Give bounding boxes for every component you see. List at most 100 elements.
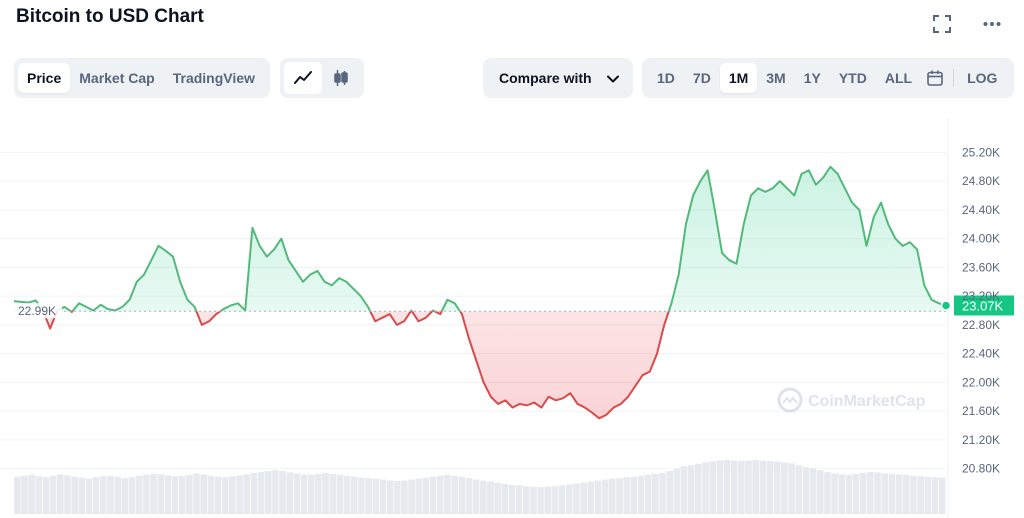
range-all[interactable]: ALL	[884, 70, 913, 86]
volume-bar	[881, 473, 889, 514]
volume-bar	[343, 475, 351, 514]
more-horizontal-icon[interactable]	[980, 12, 1004, 36]
volume-bar	[322, 472, 329, 514]
volume-bar	[730, 460, 738, 514]
y-tick-label: 25.20K	[962, 145, 1000, 159]
tab-price[interactable]: Price	[18, 63, 71, 93]
volume-bar	[931, 477, 939, 514]
tab-tradingview[interactable]: TradingView	[172, 70, 255, 86]
range-7d[interactable]: 7D	[692, 70, 711, 86]
volume-bar	[637, 475, 645, 514]
volume-bar	[92, 477, 100, 514]
volume-bar	[938, 477, 946, 514]
volume-bar	[494, 482, 501, 514]
volume-bar	[594, 480, 602, 514]
volume-bar	[250, 472, 258, 514]
volume-bar	[859, 472, 867, 514]
volume-bar	[401, 480, 408, 514]
log-scale-toggle[interactable]: LOG	[967, 70, 998, 86]
y-tick-label: 24.80K	[962, 174, 1000, 188]
volume-bar	[695, 463, 702, 514]
volume-bar	[186, 474, 193, 514]
volume-bar	[315, 473, 322, 514]
volume-bars	[14, 460, 946, 514]
volume-bar	[107, 475, 114, 514]
volume-bar	[236, 475, 243, 514]
volume-bar	[121, 478, 129, 514]
volume-bar	[229, 476, 236, 514]
volume-bar	[673, 468, 681, 514]
y-tick-label: 24.40K	[962, 203, 1000, 217]
volume-bar	[766, 460, 774, 514]
range-1d[interactable]: 1D	[657, 70, 675, 86]
volume-bar	[845, 474, 853, 514]
volume-bar	[386, 480, 394, 514]
current-price-dot	[940, 300, 952, 311]
volume-bar	[171, 476, 179, 514]
range-1y[interactable]: 1Y	[803, 70, 821, 86]
volume-bar	[788, 463, 795, 514]
volume-bar	[207, 475, 215, 514]
volume-bar	[738, 460, 745, 514]
calendar-icon[interactable]	[921, 62, 949, 94]
volume-bar	[85, 478, 93, 514]
volume-bar	[709, 461, 716, 514]
volume-bar	[781, 462, 788, 514]
fullscreen-icon[interactable]	[930, 12, 954, 36]
volume-bar	[616, 478, 623, 514]
line-chart-icon[interactable]	[284, 62, 322, 94]
volume-bar	[480, 480, 487, 514]
volume-bar	[35, 476, 43, 514]
volume-bar	[537, 487, 544, 514]
volume-bar	[580, 482, 587, 514]
volume-bar	[666, 470, 673, 514]
candlestick-icon[interactable]	[322, 62, 360, 94]
y-tick-label: 22.00K	[962, 375, 1000, 389]
range-1m[interactable]: 1M	[719, 63, 758, 93]
volume-bar	[558, 485, 566, 514]
volume-bar	[515, 485, 523, 514]
range-tabs: 1D 7D 1M 3M 1Y YTD ALL LOG	[642, 58, 1014, 98]
volume-bar	[178, 475, 186, 514]
y-tick-label: 22.80K	[962, 318, 1000, 332]
volume-bar	[924, 476, 932, 514]
y-tick-label: 20.80K	[962, 462, 1000, 476]
volume-bar	[530, 486, 537, 514]
volume-bar	[57, 474, 64, 514]
volume-bar	[100, 476, 107, 514]
volume-bar	[874, 472, 881, 514]
volume-bar	[193, 473, 200, 514]
volume-bar	[135, 475, 143, 514]
volume-bar	[429, 476, 437, 514]
volume-bar	[444, 474, 451, 514]
volume-bar	[164, 475, 172, 514]
volume-bar	[143, 474, 150, 514]
volume-bar	[243, 474, 250, 514]
range-ytd[interactable]: YTD	[838, 70, 867, 86]
volume-bar	[573, 483, 580, 514]
range-3m[interactable]: 3M	[766, 70, 786, 86]
volume-bar	[372, 478, 380, 514]
volume-bar	[551, 486, 559, 514]
tab-market-cap[interactable]: Market Cap	[79, 70, 155, 86]
compare-with-dropdown[interactable]: Compare with	[483, 58, 633, 98]
volume-bar	[795, 465, 803, 514]
volume-bar	[78, 477, 86, 514]
volume-bar	[157, 474, 164, 514]
volume-bar	[150, 473, 157, 514]
volume-bar	[422, 477, 430, 514]
volume-bar	[630, 476, 638, 514]
volume-bar	[759, 460, 767, 514]
volume-bar	[824, 471, 831, 514]
volume-bar	[652, 473, 659, 514]
volume-bar	[472, 479, 480, 514]
y-tick-label: 22.40K	[962, 347, 1000, 361]
volume-bar	[523, 486, 530, 514]
volume-bar	[329, 473, 337, 514]
volume-bar	[902, 474, 910, 514]
volume-bar	[508, 484, 516, 514]
volume-bar	[917, 476, 924, 514]
volume-bar	[458, 476, 466, 514]
volume-bar	[128, 477, 136, 514]
